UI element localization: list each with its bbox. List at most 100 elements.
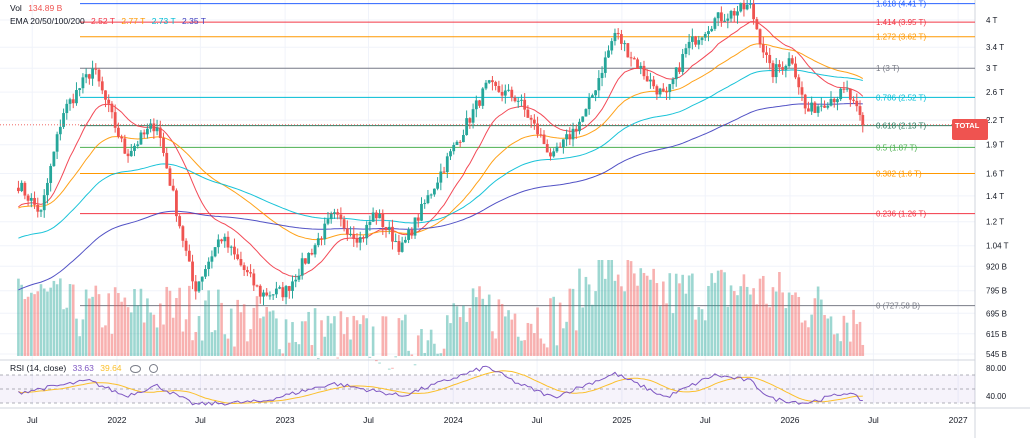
volume-bar <box>168 290 172 356</box>
candle-body <box>468 118 472 123</box>
candle-body <box>819 105 823 107</box>
volume-bar <box>739 286 743 356</box>
time-axis[interactable]: Jul 2022 Jul 2023 Jul 2024 Jul 2025 Jul 2026 Jul 20… <box>27 415 968 425</box>
candle-body <box>787 58 791 67</box>
volume-bar <box>65 307 69 356</box>
volume-bar <box>155 327 159 356</box>
time-axis-tick: 2024 <box>444 415 463 425</box>
candle-body <box>339 214 343 220</box>
price-axis-tick: 920 B <box>986 262 1007 271</box>
candle-body <box>139 132 143 145</box>
fib-level-label: 0.5 (1.87 T) <box>876 143 918 152</box>
candle-body <box>394 241 398 243</box>
volume-bar <box>265 306 269 356</box>
candle-body <box>748 3 752 5</box>
volume-bar <box>429 329 433 356</box>
volume-bar <box>761 275 765 356</box>
candle-body <box>136 144 140 146</box>
volume-bar <box>416 335 420 356</box>
volume-bar <box>407 350 410 356</box>
candle-body <box>632 58 636 60</box>
candle-body <box>800 87 804 95</box>
candle-body <box>429 194 433 196</box>
volume-bar <box>62 309 65 356</box>
candle-body <box>532 119 536 124</box>
volume-bar <box>471 288 475 356</box>
volume-bar <box>191 340 194 356</box>
candle-body <box>168 168 172 186</box>
candle-body <box>397 241 401 252</box>
rsi-legend[interactable]: RSI (14, close) 33.63 39.64 <box>10 363 162 374</box>
price-axis-tick: 545 B <box>986 350 1007 359</box>
volume-bar <box>578 268 581 356</box>
candle-body <box>432 188 436 195</box>
candle-body <box>671 79 675 85</box>
volume-bar <box>433 343 436 356</box>
volume-bar <box>539 338 543 356</box>
volume-bar <box>188 285 191 356</box>
candle-body <box>736 11 739 16</box>
volume-bar <box>684 293 688 356</box>
visibility-eye-icon[interactable] <box>129 364 141 373</box>
candle-body <box>36 204 40 212</box>
candle-body <box>400 242 404 252</box>
candle-body <box>484 82 488 89</box>
volume-bar <box>323 336 327 356</box>
candle-body <box>445 156 449 173</box>
ema-lines <box>18 21 864 291</box>
candle-body <box>352 234 356 240</box>
fibonacci-retracement[interactable] <box>80 3 975 307</box>
volume-bar <box>329 323 333 356</box>
volume-bar <box>526 322 530 356</box>
volume-bar <box>794 292 797 356</box>
price-axis-tick: 795 B <box>986 287 1007 296</box>
volume-bar <box>123 297 127 356</box>
volume-bar <box>242 304 246 356</box>
candle-body <box>594 90 598 96</box>
candle-body <box>229 246 233 248</box>
candlesticks <box>0 0 975 306</box>
candle-body <box>861 115 865 125</box>
time-axis-tick: Jul <box>363 415 374 425</box>
volume-bar <box>852 309 855 356</box>
price-badge-countdown: 3d 13h <box>990 130 1014 139</box>
candle-body <box>365 224 369 239</box>
ema50-line <box>18 43 864 241</box>
rsi-legend-label: RSI (14, close) <box>10 363 67 373</box>
candle-body <box>129 150 133 157</box>
volume-bar <box>23 299 27 356</box>
candle-body <box>652 79 656 87</box>
candle-body <box>755 19 759 30</box>
ema50-value: 2.77 T <box>121 16 146 26</box>
volume-bar <box>807 327 810 356</box>
candle-body <box>526 109 530 118</box>
volume-bar <box>520 340 523 356</box>
volume-bar <box>213 330 217 356</box>
candle-body <box>487 80 491 83</box>
volume-bar <box>91 296 94 356</box>
candle-body <box>826 105 830 108</box>
candle-body <box>739 2 743 12</box>
volume-legend[interactable]: Vol 134.89 B <box>10 3 66 13</box>
candle-body <box>639 65 643 69</box>
candle-body <box>226 236 230 248</box>
candle-body <box>462 135 465 143</box>
candle-body <box>358 237 362 243</box>
candle-body <box>723 20 726 22</box>
volume-bar <box>394 356 397 358</box>
candle-body <box>584 109 588 117</box>
volume-bar <box>778 272 781 356</box>
settings-gear-icon[interactable] <box>149 364 159 374</box>
volume-bar <box>362 315 365 356</box>
candle-body <box>252 273 256 286</box>
rsi-pane[interactable] <box>0 365 975 406</box>
time-axis-tick: 2025 <box>612 415 631 425</box>
candle-body <box>603 57 607 73</box>
volume-bar <box>758 278 762 356</box>
price-axis[interactable]: 4 T 3.4 T 3 T 2.6 T 2.2 T 1.9 T 1.6 T 1.4 T 1.2 … <box>986 16 1009 401</box>
ema-legend[interactable]: EMA 20/50/100/200 2.52 T 2.77 T 2.73 T 2… <box>10 16 210 26</box>
candle-body <box>449 151 452 157</box>
volume-bar <box>387 368 391 370</box>
volume-bar <box>294 341 298 356</box>
